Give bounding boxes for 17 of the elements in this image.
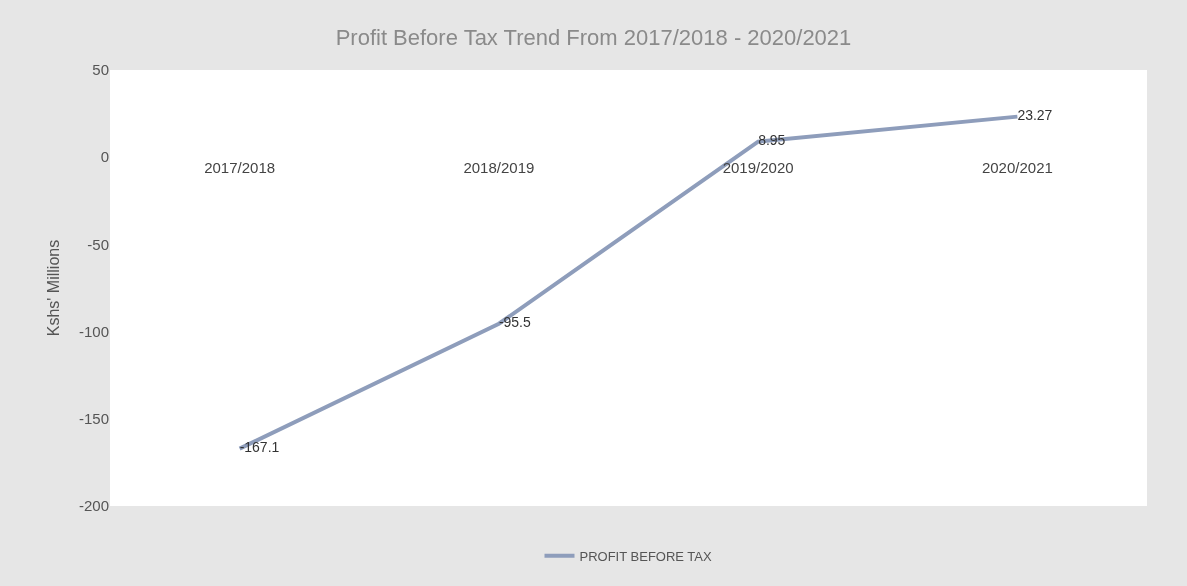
x-tick-label: 2017/2018 [204, 159, 276, 177]
x-tick-label: 2019/2020 [722, 159, 794, 177]
y-axis-title: Kshs' Millions [44, 239, 62, 337]
y-tick-label: -100 [78, 322, 109, 340]
y-tick-label: -200 [78, 497, 109, 515]
y-tick-label: -150 [78, 410, 109, 428]
x-tick-label: 2018/2019 [463, 159, 535, 177]
data-label: -167.1 [239, 439, 280, 456]
legend-label: PROFIT BEFORE TAX [579, 548, 713, 564]
data-label: 23.27 [1017, 107, 1053, 124]
y-tick-label: 50 [92, 61, 109, 79]
data-label: 8.95 [758, 132, 786, 149]
chart-title: Profit Before Tax Trend From 2017/2018 - 2020/2021 [335, 24, 852, 50]
data-label: -95.5 [498, 314, 531, 331]
y-tick-label: 0 [100, 148, 109, 166]
x-tick-label: 2020/2021 [981, 159, 1053, 177]
y-tick-label: -50 [87, 235, 109, 253]
